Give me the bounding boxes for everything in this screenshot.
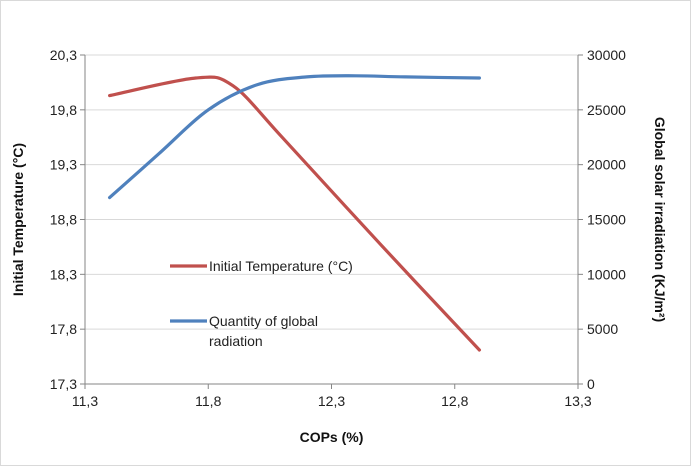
right-y-tick-label: 20000 [587,157,626,173]
legend-label-initial-temperature: Initial Temperature (°C) [209,258,353,274]
left-y-tick-label: 17,8 [50,321,77,337]
gridlines [85,54,578,330]
left-y-axis-title: Initial Temperature (°C) [10,143,26,296]
right-y-tick-label: 0 [587,376,595,392]
x-tick-label: 11,3 [72,393,98,409]
x-tick-label: 12,8 [441,393,468,409]
left-y-tick-label: 19,3 [50,157,77,173]
right-y-tick-label: 30000 [587,47,626,63]
x-axis-title: COPs (%) [300,429,364,445]
x-tick-label: 12,3 [318,393,345,409]
right-y-axis-title: Global solar irradiation (KJ/m²) [652,117,668,322]
right-y-tick-label: 10000 [587,266,626,282]
series-line-global-radiation [108,74,481,200]
right-y-tick-labels: 0 5000 10000 15000 20000 25000 30000 [578,47,626,392]
left-y-tick-label: 18,8 [50,212,77,228]
right-y-tick-label: 5000 [587,321,618,337]
series-lines [108,74,481,352]
left-y-tick-label: 18,3 [50,266,77,282]
left-y-tick-label: 19,8 [50,102,77,118]
legend-label-global-radiation: Quantity of global radiation [209,313,318,349]
series-line-initial-temperature [108,75,481,352]
x-tick-label: 11,8 [195,393,221,409]
x-tick-labels: 11,3 11,8 12,3 12,8 13,3 [72,384,592,409]
left-y-tick-label: 17,3 [50,376,77,392]
left-y-tick-labels: 17,3 17,8 18,3 18,8 19,3 19,8 20,3 [50,47,85,392]
right-y-tick-label: 25000 [587,102,626,118]
legend: Initial Temperature (°C) Quantity of glob… [170,258,353,349]
left-y-tick-label: 20,3 [50,47,77,63]
x-tick-label: 13,3 [564,393,591,409]
right-y-tick-label: 15000 [587,212,626,228]
